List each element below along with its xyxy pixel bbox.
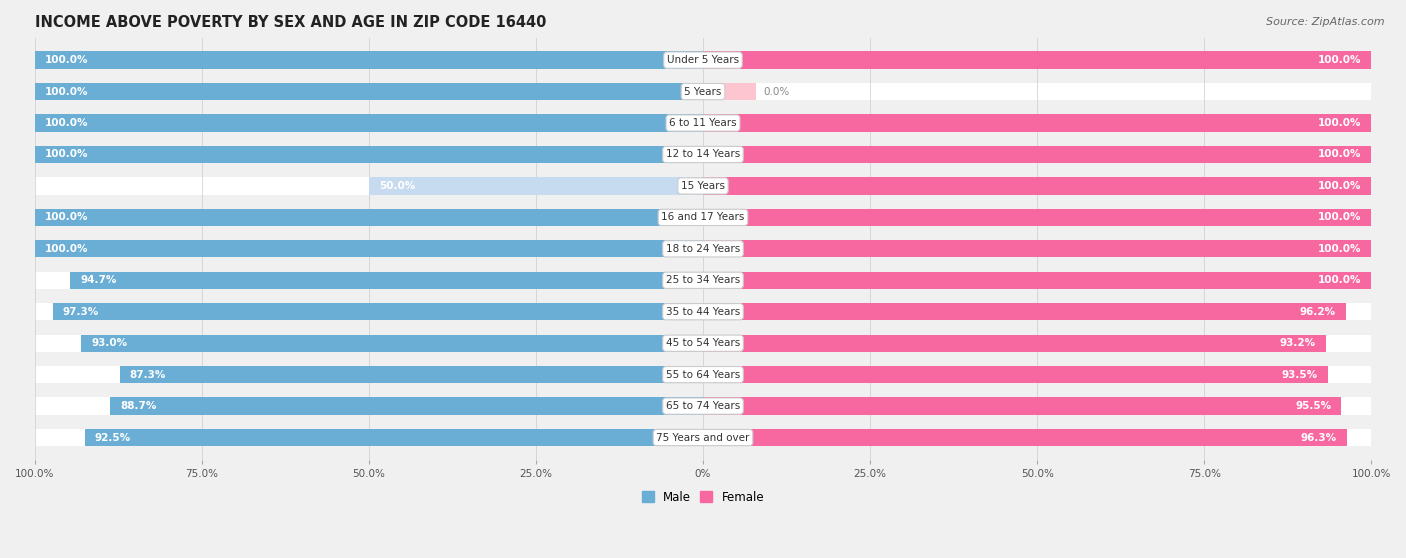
Bar (35, 114, 703, 132)
Bar (35, 146, 703, 163)
Bar (35, 146, 1371, 163)
Text: 50.0%: 50.0% (378, 181, 415, 191)
Text: 93.2%: 93.2% (1279, 338, 1316, 348)
Text: 0.0%: 0.0% (763, 86, 789, 97)
Text: 12 to 14 Years: 12 to 14 Years (666, 150, 740, 160)
Text: 15 Years: 15 Years (681, 181, 725, 191)
Bar (35, 209, 703, 226)
Bar (703, 272, 1371, 289)
Bar (703, 146, 1371, 163)
Bar (703, 114, 1371, 132)
Text: 93.0%: 93.0% (91, 338, 128, 348)
Bar (35, 114, 1371, 132)
Text: 100.0%: 100.0% (1317, 118, 1361, 128)
Text: 95.5%: 95.5% (1295, 401, 1331, 411)
Bar (703, 397, 1341, 415)
Bar (110, 397, 703, 415)
Text: INCOME ABOVE POVERTY BY SEX AND AGE IN ZIP CODE 16440: INCOME ABOVE POVERTY BY SEX AND AGE IN Z… (35, 15, 546, 30)
Bar (703, 209, 1371, 226)
Text: 100.0%: 100.0% (1317, 213, 1361, 223)
Bar (35, 51, 703, 69)
Text: 100.0%: 100.0% (1317, 150, 1361, 160)
Text: 75 Years and over: 75 Years and over (657, 432, 749, 442)
Bar (35, 83, 703, 100)
Text: 100.0%: 100.0% (45, 244, 89, 254)
Bar (35, 51, 1371, 69)
Text: 18 to 24 Years: 18 to 24 Years (666, 244, 740, 254)
Text: 100.0%: 100.0% (1317, 244, 1361, 254)
Bar (703, 240, 1371, 257)
Text: 96.2%: 96.2% (1299, 307, 1336, 317)
Bar (703, 429, 1347, 446)
Text: 100.0%: 100.0% (45, 86, 89, 97)
Text: 100.0%: 100.0% (1317, 181, 1361, 191)
Bar (35, 209, 1371, 226)
Text: Source: ZipAtlas.com: Source: ZipAtlas.com (1267, 17, 1385, 27)
Text: Under 5 Years: Under 5 Years (666, 55, 740, 65)
Text: 5 Years: 5 Years (685, 86, 721, 97)
Text: 55 to 64 Years: 55 to 64 Years (666, 369, 740, 379)
Text: 94.7%: 94.7% (80, 275, 117, 285)
Text: 87.3%: 87.3% (129, 369, 166, 379)
Bar (35, 366, 1371, 383)
Bar (84, 429, 703, 446)
Text: 92.5%: 92.5% (94, 432, 131, 442)
Text: 6 to 11 Years: 6 to 11 Years (669, 118, 737, 128)
Bar (703, 177, 1371, 195)
Text: 100.0%: 100.0% (1317, 55, 1361, 65)
Text: 100.0%: 100.0% (45, 55, 89, 65)
Text: 88.7%: 88.7% (121, 401, 156, 411)
Bar (35, 272, 1371, 289)
Bar (703, 335, 1326, 352)
Bar (35, 397, 1371, 415)
Bar (35, 335, 1371, 352)
Text: 100.0%: 100.0% (45, 213, 89, 223)
Text: 93.5%: 93.5% (1282, 369, 1317, 379)
Bar (82, 335, 703, 352)
Bar (35, 240, 703, 257)
Bar (120, 366, 703, 383)
Text: 96.3%: 96.3% (1301, 432, 1337, 442)
Text: 100.0%: 100.0% (1317, 275, 1361, 285)
Bar (35, 177, 1371, 195)
Text: 16 and 17 Years: 16 and 17 Years (661, 213, 745, 223)
Text: 65 to 74 Years: 65 to 74 Years (666, 401, 740, 411)
Bar (35, 303, 1371, 320)
Bar (703, 303, 1346, 320)
Bar (703, 83, 756, 100)
Text: 100.0%: 100.0% (45, 118, 89, 128)
Bar (703, 51, 1371, 69)
Bar (703, 366, 1327, 383)
Text: 35 to 44 Years: 35 to 44 Years (666, 307, 740, 317)
Text: 45 to 54 Years: 45 to 54 Years (666, 338, 740, 348)
Bar (35, 429, 1371, 446)
Bar (70, 272, 703, 289)
Legend: Male, Female: Male, Female (637, 486, 769, 508)
Bar (53, 303, 703, 320)
Bar (35, 83, 1371, 100)
Text: 97.3%: 97.3% (63, 307, 98, 317)
Bar (35, 240, 1371, 257)
Text: 25 to 34 Years: 25 to 34 Years (666, 275, 740, 285)
Text: 100.0%: 100.0% (45, 150, 89, 160)
Bar (368, 177, 703, 195)
